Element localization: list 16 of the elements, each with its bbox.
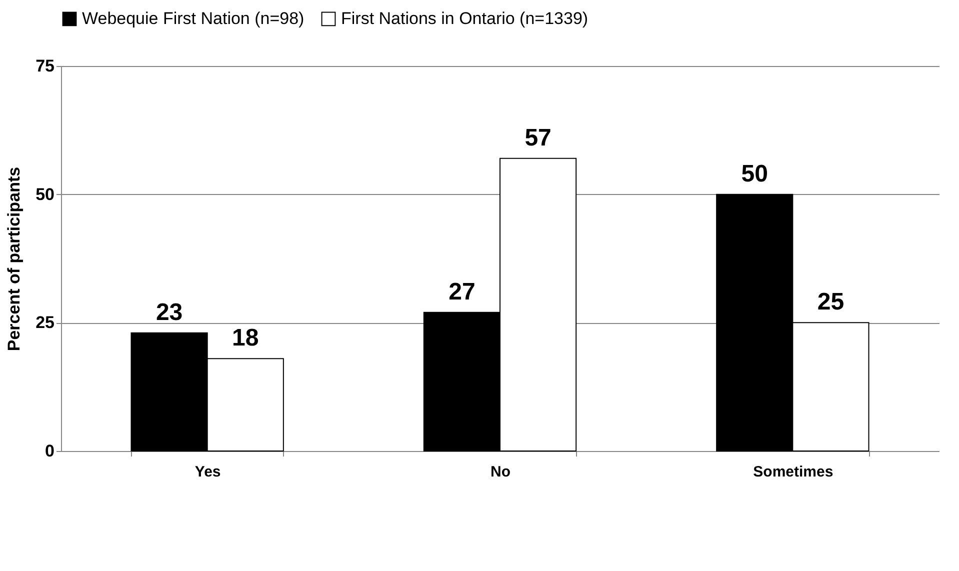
x-tick-label: Yes	[194, 464, 221, 480]
data-label: 50	[741, 160, 768, 188]
data-label: 27	[448, 278, 476, 306]
data-label: 57	[524, 124, 552, 152]
data-label: 25	[817, 288, 844, 316]
x-tick-label: Sometimes	[753, 464, 834, 480]
legend-label: Webequie First Nation (n=98)	[82, 8, 304, 28]
y-axis-title: Percent of participants	[4, 166, 24, 352]
y-tick-label: 25	[36, 313, 54, 332]
y-tick-label: 50	[36, 184, 54, 204]
data-label: 23	[156, 298, 183, 326]
legend-label: First Nations in Ontario (n=1339)	[341, 8, 588, 28]
data-label: 18	[232, 324, 259, 352]
y-tick-label: 75	[36, 56, 54, 76]
x-tick-label: No	[490, 464, 510, 480]
y-tick-label: 0	[45, 442, 54, 460]
